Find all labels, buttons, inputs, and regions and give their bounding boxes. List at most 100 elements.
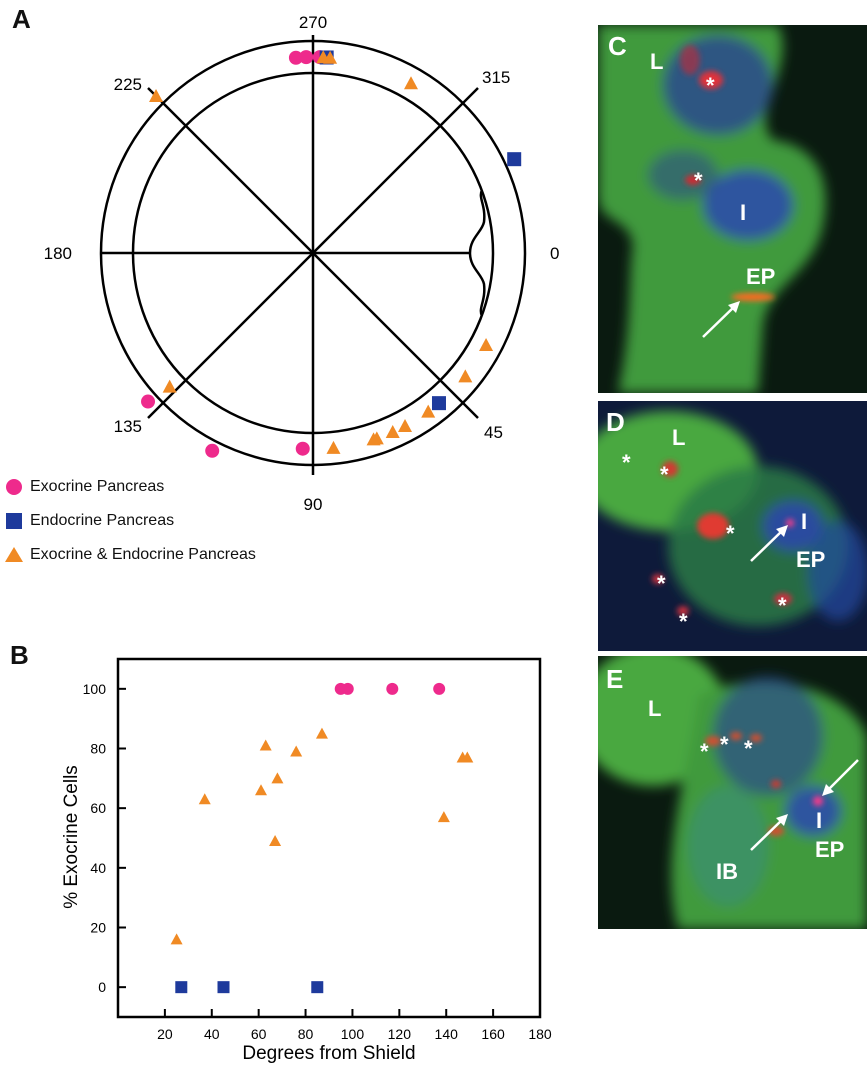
asterisk-marker: * <box>720 732 729 757</box>
legend-label-exocrine: Exocrine Pancreas <box>30 478 165 495</box>
asterisk-marker: * <box>706 73 715 98</box>
panel-label-e: E <box>606 664 624 694</box>
scatter-point-both <box>437 811 450 823</box>
scatter-point-both <box>269 834 282 846</box>
y-tick-label: 0 <box>98 979 106 995</box>
polar-point-both <box>366 432 381 446</box>
legend-item-both: Exocrine & Endocrine Pancreas <box>2 538 256 572</box>
scatter-point-both <box>198 793 211 805</box>
scatter-point-both <box>461 751 474 763</box>
angle-label: 135 <box>114 417 142 436</box>
x-tick-label: 60 <box>251 1026 267 1042</box>
scatter-point-both <box>259 739 272 751</box>
polar-point-both <box>326 440 341 454</box>
arrow-icon <box>750 814 788 851</box>
asterisk-marker: * <box>700 739 709 764</box>
shield-outline <box>468 189 486 317</box>
polar-point-both <box>398 419 413 433</box>
scatter-point-both <box>170 933 183 945</box>
x-tick-label: 120 <box>388 1026 412 1042</box>
panel-label-a: A <box>12 4 31 34</box>
x-tick-label: 100 <box>341 1026 365 1042</box>
polar-point-exocrine <box>205 443 220 458</box>
asterisk-marker: * <box>679 609 688 634</box>
label-islet: I <box>801 509 808 534</box>
polar-point-both <box>162 379 177 393</box>
polar-point-both <box>479 338 494 352</box>
x-tick-label: 180 <box>528 1026 552 1042</box>
polar-point-both <box>458 369 473 383</box>
angle-label: 315 <box>482 68 510 87</box>
asterisk-marker: * <box>622 450 631 475</box>
polar-point-exocrine <box>288 50 303 65</box>
label-exocrine-pancreas: EP <box>815 837 845 862</box>
angle-label: 180 <box>44 244 72 263</box>
angle-label: 225 <box>114 75 142 94</box>
asterisk-marker: * <box>778 593 787 618</box>
angle-label: 45 <box>484 423 503 442</box>
label-intestinal-bulb: IB <box>716 859 738 884</box>
circle-marker-icon <box>2 477 26 497</box>
micrograph-d: D L I EP * * * * * * <box>598 401 867 651</box>
scatter-point-both <box>315 727 328 739</box>
asterisk-marker: * <box>694 168 703 193</box>
label-liver: L <box>672 425 686 450</box>
micrograph-c: C L I EP * * <box>598 25 867 393</box>
y-tick-label: 20 <box>90 920 106 936</box>
polar-point-both <box>323 50 338 64</box>
asterisk-marker: * <box>657 571 666 596</box>
micrograph-e: E L I EP IB * * * <box>598 656 867 929</box>
scatter-point-endocrine <box>311 981 324 994</box>
panel-label-c: C <box>608 31 627 61</box>
label-liver: L <box>648 696 662 721</box>
asterisk-marker: * <box>744 736 753 761</box>
polar-diagram: 270 315 0 45 90 135 180 225 <box>44 13 560 514</box>
label-islet: I <box>740 200 747 225</box>
plot-frame <box>116 657 542 1019</box>
scatter-point-both <box>290 745 303 757</box>
y-tick-label: 80 <box>90 741 106 757</box>
arrow-icon <box>702 301 740 338</box>
asterisk-marker: * <box>660 462 669 487</box>
label-liver: L <box>650 49 664 74</box>
label-exocrine-pancreas: EP <box>746 264 776 289</box>
y-axis-label: % Exocrine Cells <box>61 765 82 909</box>
x-tick-label: 40 <box>204 1026 220 1042</box>
polar-point-both <box>421 404 436 418</box>
scatter-point-exocrine <box>386 682 399 695</box>
polar-point-both <box>385 425 400 439</box>
asterisk-marker: * <box>726 521 735 546</box>
panel-label-b: B <box>10 640 29 670</box>
x-tick-label: 140 <box>435 1026 459 1042</box>
legend-label-both: Exocrine & Endocrine Pancreas <box>30 546 256 563</box>
polar-point-exocrine <box>141 394 156 409</box>
angle-label: 270 <box>299 13 327 32</box>
arrow-icon <box>822 759 859 796</box>
triangle-marker-icon <box>2 545 26 565</box>
legend: Exocrine Pancreas Endocrine Pancreas Exo… <box>2 470 256 572</box>
x-tick-label: 20 <box>157 1026 173 1042</box>
polar-point-endocrine <box>431 396 446 411</box>
legend-item-exocrine: Exocrine Pancreas <box>2 470 256 504</box>
angle-label: 90 <box>304 495 323 514</box>
angle-label: 0 <box>550 244 559 263</box>
polar-point-exocrine <box>299 50 314 65</box>
polar-point-exocrine <box>295 441 310 456</box>
polar-point-endocrine <box>507 152 522 167</box>
legend-item-endocrine: Endocrine Pancreas <box>2 504 256 538</box>
scatter-point-exocrine <box>433 682 446 695</box>
scatter-point-both <box>255 784 268 796</box>
y-tick-label: 60 <box>90 800 106 816</box>
scatter-point-endocrine <box>217 981 230 994</box>
scatter-point-endocrine <box>175 981 188 994</box>
scatter-point-both <box>271 772 284 784</box>
x-tick-label: 80 <box>298 1026 314 1042</box>
y-tick-label: 40 <box>90 860 106 876</box>
x-axis-label: Degrees from Shield <box>242 1043 415 1064</box>
arrow-icon <box>750 525 788 562</box>
polar-point-both <box>149 89 164 103</box>
y-tick-label: 100 <box>83 681 107 697</box>
label-islet: I <box>816 808 823 833</box>
label-exocrine-pancreas: EP <box>796 547 826 572</box>
square-marker-icon <box>2 511 26 531</box>
